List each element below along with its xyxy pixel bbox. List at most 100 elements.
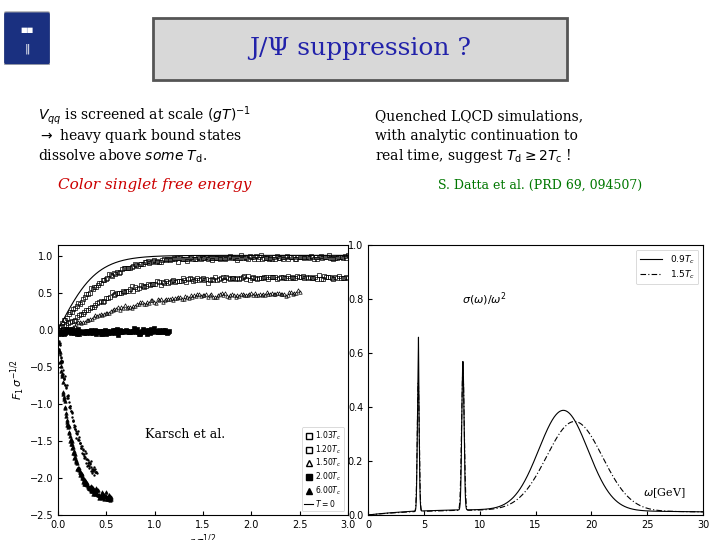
Text: $\sigma(\omega)/\omega^2$: $\sigma(\omega)/\omega^2$ xyxy=(462,290,507,308)
Point xyxy=(77,446,89,455)
Point xyxy=(56,356,68,365)
Point xyxy=(83,456,94,465)
Point xyxy=(60,382,72,391)
Point xyxy=(76,443,87,452)
Point xyxy=(76,442,88,450)
Point xyxy=(63,402,75,411)
Point xyxy=(58,370,69,379)
Point xyxy=(65,407,76,415)
Point xyxy=(60,383,71,392)
Point xyxy=(57,356,68,365)
Point xyxy=(84,464,95,472)
Point xyxy=(68,421,80,429)
Text: $\rightarrow$ heavy quark bound states: $\rightarrow$ heavy quark bound states xyxy=(38,127,242,145)
Point xyxy=(89,470,100,479)
Point xyxy=(63,397,75,406)
Point xyxy=(66,413,78,421)
Point xyxy=(73,439,85,448)
Point xyxy=(87,464,99,473)
Point xyxy=(83,458,94,467)
Point xyxy=(73,433,85,442)
Point xyxy=(59,381,71,389)
Point xyxy=(78,454,89,462)
Point xyxy=(64,401,76,410)
Point xyxy=(55,351,66,360)
Point xyxy=(85,462,96,471)
Point xyxy=(86,468,97,477)
Point xyxy=(86,467,97,475)
Point xyxy=(65,404,76,413)
Text: J/Ψ suppression ?: J/Ψ suppression ? xyxy=(249,37,471,60)
Text: ■■: ■■ xyxy=(20,26,34,33)
Point xyxy=(72,435,84,444)
Y-axis label: $F_1\,\sigma^{-1/2}$: $F_1\,\sigma^{-1/2}$ xyxy=(9,360,27,401)
Point xyxy=(78,451,90,460)
Point xyxy=(82,461,94,469)
Point xyxy=(76,449,88,457)
Point xyxy=(82,458,94,467)
Point xyxy=(58,375,70,383)
Text: Karsch et al.: Karsch et al. xyxy=(145,428,225,441)
Point xyxy=(70,422,81,431)
Point xyxy=(63,394,74,402)
Point xyxy=(60,381,71,389)
Point xyxy=(87,467,99,475)
Point xyxy=(68,423,80,431)
Point xyxy=(71,434,82,442)
Point xyxy=(80,448,91,457)
Legend: $0.9T_c$, $1.5T_c$: $0.9T_c$, $1.5T_c$ xyxy=(636,249,698,285)
Point xyxy=(62,390,73,399)
Text: $\omega$[GeV]: $\omega$[GeV] xyxy=(643,487,685,500)
Text: dissolve above $\mathit{some}$ $T_\mathrm{d}$.: dissolve above $\mathit{some}$ $T_\mathr… xyxy=(38,147,207,165)
Point xyxy=(86,467,98,475)
Point xyxy=(69,424,81,433)
Text: Color singlet free energy: Color singlet free energy xyxy=(58,178,252,192)
Point xyxy=(54,339,66,347)
Legend: $1.03T_c$, $1.20T_c$, $1.50T_c$, $2.00T_c$, $6.00T_c$, $T=0$: $1.03T_c$, $1.20T_c$, $1.50T_c$, $2.00T_… xyxy=(302,427,344,511)
Point xyxy=(81,462,93,470)
Point xyxy=(71,430,83,439)
Point xyxy=(90,468,102,477)
Point xyxy=(69,424,81,433)
FancyBboxPatch shape xyxy=(153,18,567,80)
Point xyxy=(72,427,84,435)
Point xyxy=(57,366,68,374)
Point xyxy=(77,449,89,458)
Point xyxy=(71,428,82,437)
Point xyxy=(79,453,91,461)
Point xyxy=(78,445,89,454)
Text: S. Datta et al. (PRD 69, 094507): S. Datta et al. (PRD 69, 094507) xyxy=(438,179,642,192)
Text: ‖: ‖ xyxy=(24,43,30,54)
Point xyxy=(89,463,100,472)
Point xyxy=(70,427,81,435)
Point xyxy=(56,358,68,367)
Point xyxy=(55,353,67,362)
Point xyxy=(58,374,69,383)
Point xyxy=(75,439,86,448)
Point xyxy=(67,416,78,425)
Point xyxy=(84,460,96,468)
Point xyxy=(60,380,72,389)
Point xyxy=(81,459,92,468)
Text: with analytic continuation to: with analytic continuation to xyxy=(375,129,578,143)
Point xyxy=(85,457,96,466)
Point xyxy=(66,407,77,415)
Text: real time, suggest $T_\mathrm{d} \geq 2T_\mathrm{c}$ !: real time, suggest $T_\mathrm{d} \geq 2T… xyxy=(375,147,572,165)
Point xyxy=(67,417,78,426)
Point xyxy=(86,465,98,474)
Point xyxy=(64,401,76,410)
Point xyxy=(59,372,71,380)
Point xyxy=(76,444,87,453)
Text: $V_{qq}$ is screened at scale $(gT)^{-1}$: $V_{qq}$ is screened at scale $(gT)^{-1}… xyxy=(38,105,251,127)
Text: Quenched LQCD simulations,: Quenched LQCD simulations, xyxy=(375,109,583,123)
Point xyxy=(68,415,79,424)
Point xyxy=(63,392,74,401)
Point xyxy=(61,392,73,400)
Point xyxy=(89,468,101,477)
Point xyxy=(78,450,90,458)
Point xyxy=(66,408,77,416)
Point xyxy=(80,455,91,463)
Point xyxy=(53,345,65,354)
Point xyxy=(75,441,86,450)
Point xyxy=(79,447,91,456)
